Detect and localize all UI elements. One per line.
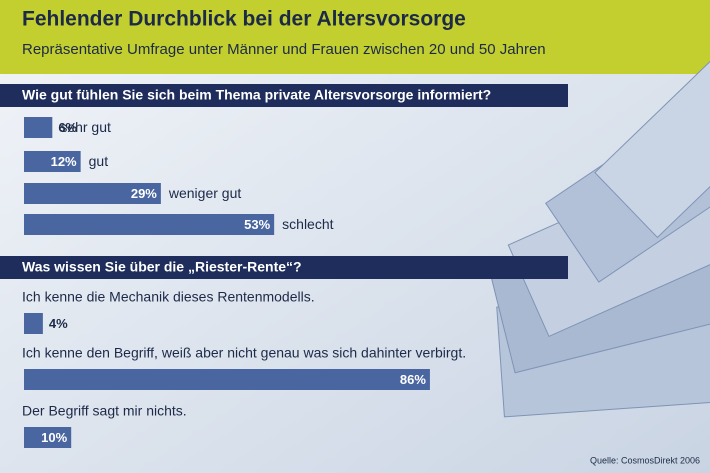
- category-label: Ich kenne die Mechanik dieses Rentenmode…: [22, 289, 315, 305]
- category-label: Ich kenne den Begriff, weiß aber nicht g…: [22, 345, 466, 361]
- question-band: [0, 256, 568, 279]
- bar: [24, 214, 275, 235]
- value-label: 29%: [131, 186, 157, 201]
- value-label: 86%: [400, 372, 426, 387]
- bar: [24, 369, 430, 390]
- category-label: schlecht: [282, 216, 333, 232]
- page-title: Fehlender Durchblick bei der Altersvorso…: [22, 8, 466, 31]
- category-label: Der Begriff sagt mir nichts.: [22, 403, 187, 419]
- category-label: sehr gut: [60, 119, 111, 135]
- value-label: 6%: [58, 120, 77, 135]
- category-label: gut: [89, 153, 109, 169]
- bar: [24, 183, 161, 204]
- value-label: 4%: [49, 316, 68, 331]
- bar: [24, 151, 81, 172]
- value-label: 12%: [51, 154, 77, 169]
- value-label: 10%: [41, 430, 67, 445]
- chart-title: Was wissen Sie über die „Riester-Rente“?: [22, 259, 302, 275]
- bar: [24, 313, 43, 334]
- bar: [24, 427, 72, 448]
- question-band: [0, 84, 568, 107]
- category-label: weniger gut: [168, 185, 241, 201]
- bar: [24, 117, 53, 138]
- page-subtitle: Repräsentative Umfrage unter Männer und …: [22, 41, 546, 58]
- value-label: 53%: [244, 217, 270, 232]
- header-band: [0, 0, 710, 74]
- chart-title: Wie gut fühlen Sie sich beim Thema priva…: [22, 87, 491, 103]
- source: Quelle: CosmosDirekt 2006: [590, 455, 700, 465]
